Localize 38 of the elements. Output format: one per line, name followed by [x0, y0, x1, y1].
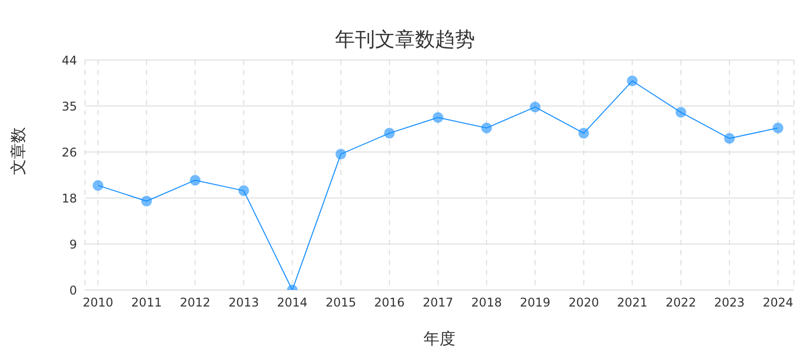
x-tick-label: 2023: [714, 296, 745, 310]
x-tick-label: 2013: [228, 296, 259, 310]
x-tick-label: 2014: [277, 296, 308, 310]
y-tick-label: 35: [62, 99, 77, 114]
x-tick-label: 2022: [666, 296, 696, 310]
point: [92, 180, 104, 191]
y-axis-title: 文章数: [8, 127, 28, 175]
chart-title: 年刊文章数趋势: [334, 26, 476, 53]
x-tick-label: 2019: [520, 296, 550, 310]
x-tick-label: 2021: [617, 296, 648, 310]
x-tick-label: 2012: [180, 296, 210, 310]
x-tick-label: 2011: [131, 296, 162, 310]
point: [578, 128, 590, 139]
y-tick-label: 26: [62, 145, 77, 160]
y-tick-label: 0: [69, 283, 77, 298]
x-tick-label: 2017: [422, 296, 454, 310]
point: [384, 128, 395, 139]
x-tick-label: 2018: [471, 296, 502, 310]
point: [432, 112, 444, 123]
point: [238, 185, 250, 196]
point: [190, 174, 201, 186]
point: [335, 148, 346, 160]
x-axis-title: 年度: [424, 329, 456, 348]
x-tick-label: 2020: [568, 296, 599, 310]
y-tick-label: 44: [62, 53, 77, 68]
point: [530, 102, 541, 113]
y-tick-label: 18: [62, 191, 77, 206]
point: [675, 106, 686, 118]
point: [772, 122, 784, 134]
point: [141, 196, 152, 207]
x-tick-label: 2024: [762, 296, 794, 310]
point: [724, 132, 735, 144]
x-tick-label: 2016: [374, 296, 405, 310]
x-tick-label: 2015: [326, 296, 356, 310]
y-tick-label: 9: [69, 237, 77, 252]
point: [481, 122, 492, 134]
x-tick-label: 2010: [82, 296, 114, 310]
point: [626, 75, 638, 86]
